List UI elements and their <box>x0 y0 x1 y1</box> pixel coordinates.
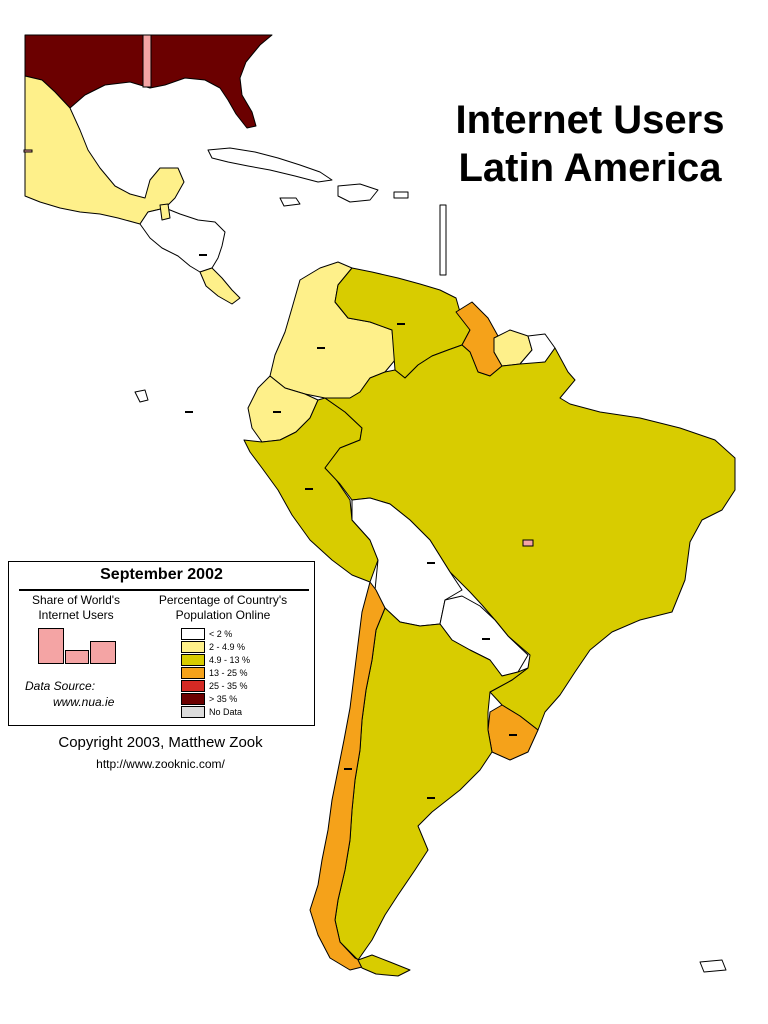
marker <box>397 323 405 325</box>
cuba-island <box>207 147 333 183</box>
marker <box>317 347 325 349</box>
legend-swatch-label: 4.9 - 13 % <box>209 655 251 665</box>
marker <box>305 488 313 490</box>
small-markers <box>185 254 517 799</box>
pct-header-line2: Population Online <box>175 608 271 622</box>
share-legend-bar-small <box>65 650 89 664</box>
puerto-rico-island <box>393 191 409 199</box>
jamaica-island <box>279 197 301 207</box>
falklands-island <box>699 959 727 973</box>
uruguay-region <box>487 704 539 761</box>
pct-header-line1: Percentage of Country's <box>158 593 288 607</box>
marker <box>199 254 207 256</box>
belize-region <box>159 203 171 221</box>
marker <box>509 734 517 736</box>
legend-swatch-label: < 2 % <box>209 629 233 639</box>
legend-swatch-label: 13 - 25 % <box>209 668 248 678</box>
share-legend-bar-medium <box>90 641 116 664</box>
marker <box>482 638 490 640</box>
mexico-share-marker <box>23 149 33 153</box>
legend-swatch <box>181 654 205 666</box>
brazil-share-marker <box>522 539 534 547</box>
marker <box>427 797 435 799</box>
hispaniola-island <box>337 183 379 203</box>
brazil-region <box>324 344 736 731</box>
map-title-line1: Internet Users <box>455 98 725 142</box>
legend-swatch-label: > 35 % <box>209 694 238 704</box>
marker <box>185 411 193 413</box>
legend-swatch <box>181 693 205 705</box>
share-markers <box>23 34 534 547</box>
legend-swatch-label: 25 - 35 % <box>209 681 248 691</box>
share-header-line1: Share of World's <box>31 593 121 607</box>
map-title-line2: Latin America <box>458 146 722 190</box>
central-america-region <box>139 207 226 273</box>
marker <box>344 768 352 770</box>
legend: September 2002 Share of World's Internet… <box>8 561 315 726</box>
percentage-header: Percentage of Country's Population Onlin… <box>141 593 305 623</box>
legend-swatch <box>181 641 205 653</box>
legend-divider <box>19 589 309 591</box>
legend-swatch <box>181 680 205 692</box>
copyright: Copyright 2003, Matthew Zook <box>58 734 263 751</box>
share-legend-bar-large <box>38 628 64 664</box>
share-header-line2: Internet Users <box>38 608 114 622</box>
legend-swatch <box>181 628 205 640</box>
data-source-label: Data Source: <box>25 679 96 693</box>
legend-swatch-label: No Data <box>209 707 243 717</box>
credit-url: http://www.zooknic.com/ <box>96 757 225 771</box>
legend-swatch <box>181 706 205 718</box>
share-header: Share of World's Internet Users <box>17 593 135 623</box>
lesser-antilles-islands <box>439 204 447 276</box>
marker <box>273 411 281 413</box>
usa-share-marker <box>142 34 152 88</box>
marker <box>427 562 435 564</box>
legend-swatch-label: 2 - 4.9 % <box>209 642 246 652</box>
galapagos-islands <box>134 389 149 403</box>
tierra-del-fuego-region <box>357 954 411 977</box>
mexico-region <box>24 75 185 225</box>
legend-swatch <box>181 667 205 679</box>
costa-rica-region <box>199 267 241 305</box>
legend-date: September 2002 <box>100 566 223 583</box>
data-source-value: www.nua.ie <box>53 695 115 709</box>
